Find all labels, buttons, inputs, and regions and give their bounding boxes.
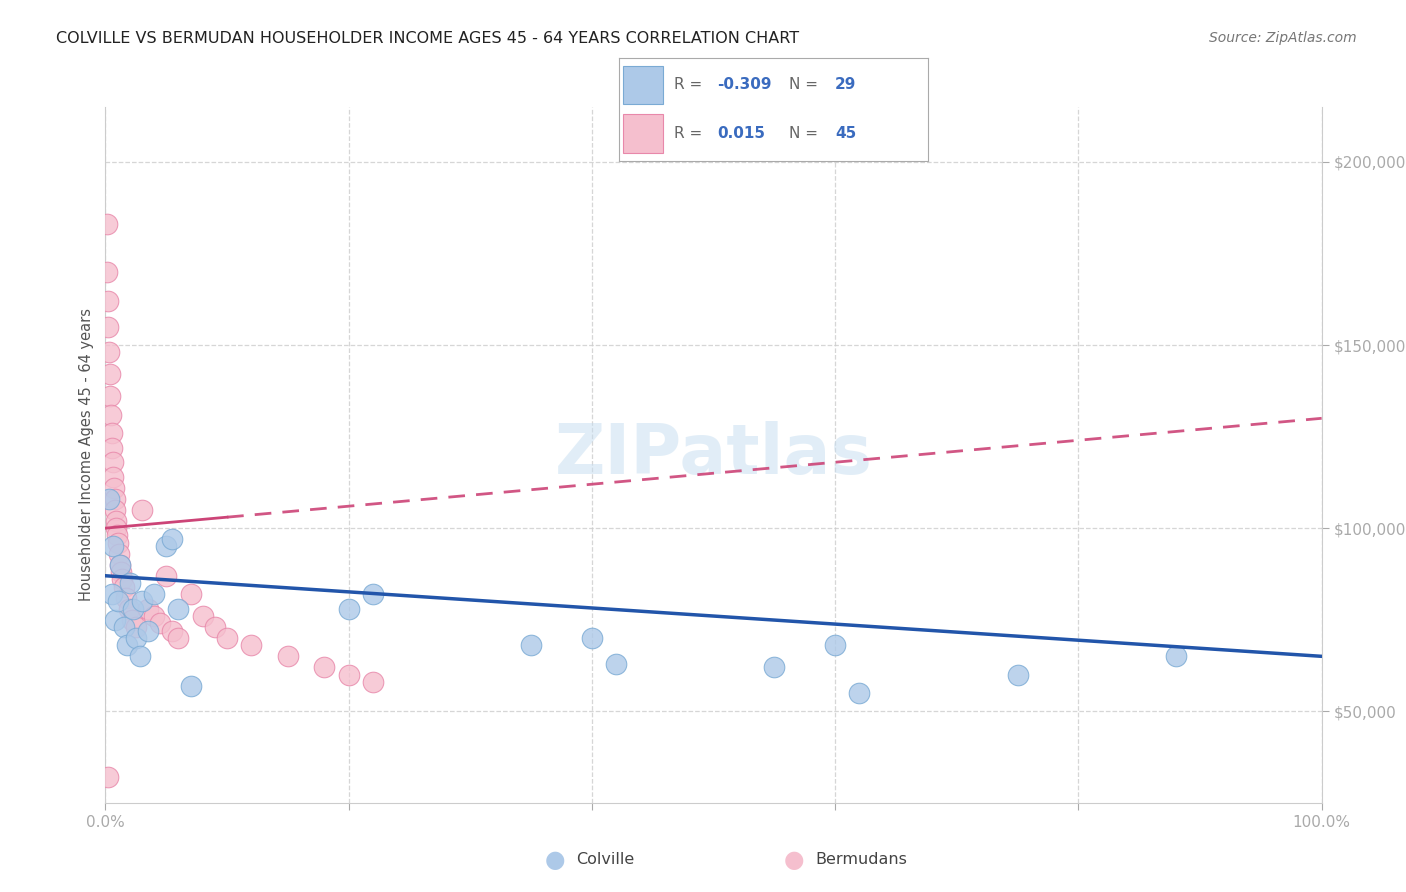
Text: Bermudans: Bermudans xyxy=(815,853,907,867)
Point xyxy=(824,638,846,652)
Text: ●: ● xyxy=(785,848,804,871)
Point xyxy=(107,594,129,608)
Point xyxy=(100,425,122,440)
Point xyxy=(155,540,177,554)
Point xyxy=(143,609,166,624)
Point xyxy=(167,631,190,645)
Point xyxy=(763,660,786,674)
Point xyxy=(108,558,131,572)
Point xyxy=(107,536,129,550)
Point xyxy=(122,601,145,615)
Point xyxy=(104,613,127,627)
Point xyxy=(97,770,120,784)
Point xyxy=(117,601,139,615)
Point xyxy=(98,491,121,506)
Point xyxy=(100,587,122,601)
Point xyxy=(101,455,124,469)
Point xyxy=(1007,667,1029,681)
Bar xyxy=(623,66,664,104)
Text: N =: N = xyxy=(789,77,823,92)
Point xyxy=(136,624,159,638)
Point xyxy=(101,441,124,455)
Text: Colville: Colville xyxy=(576,853,634,867)
Point xyxy=(167,601,190,615)
Text: -0.309: -0.309 xyxy=(717,77,772,92)
Point xyxy=(581,631,603,645)
Point xyxy=(149,616,172,631)
Point xyxy=(180,679,202,693)
Point xyxy=(104,514,127,528)
Point xyxy=(143,587,166,601)
Point xyxy=(111,573,134,587)
Point xyxy=(105,521,128,535)
Point xyxy=(118,576,141,591)
Point xyxy=(125,620,148,634)
Text: 29: 29 xyxy=(835,77,856,92)
Point xyxy=(180,587,202,601)
Point xyxy=(361,675,384,690)
Point xyxy=(101,540,124,554)
Point xyxy=(112,580,135,594)
Point xyxy=(98,389,121,403)
Point xyxy=(103,481,125,495)
Point xyxy=(162,624,184,638)
Point xyxy=(848,686,870,700)
Point xyxy=(105,528,128,542)
Point xyxy=(361,587,384,601)
Bar xyxy=(623,114,664,153)
Y-axis label: Householder Income Ages 45 - 64 years: Householder Income Ages 45 - 64 years xyxy=(79,309,94,601)
Text: N =: N = xyxy=(789,127,823,142)
Point xyxy=(155,568,177,582)
Text: ●: ● xyxy=(546,848,565,871)
Point xyxy=(98,368,121,382)
Point xyxy=(1164,649,1187,664)
Point xyxy=(277,649,299,664)
Point xyxy=(108,558,131,572)
Point xyxy=(96,265,118,279)
Point xyxy=(96,217,118,231)
Point xyxy=(121,613,143,627)
Point xyxy=(240,638,263,652)
Text: 45: 45 xyxy=(835,127,856,142)
Point xyxy=(136,601,159,615)
Point xyxy=(128,649,150,664)
Text: R =: R = xyxy=(675,77,707,92)
Point xyxy=(162,532,184,546)
Point xyxy=(112,620,135,634)
Point xyxy=(131,594,153,608)
Point xyxy=(100,408,122,422)
Point xyxy=(337,667,360,681)
Point xyxy=(97,319,120,334)
Point xyxy=(103,491,125,506)
Point xyxy=(191,609,214,624)
Text: Source: ZipAtlas.com: Source: ZipAtlas.com xyxy=(1209,31,1357,45)
Point xyxy=(110,565,132,579)
Text: ZIPatlas: ZIPatlas xyxy=(554,421,873,489)
Point xyxy=(115,591,138,605)
Point xyxy=(314,660,336,674)
Point xyxy=(117,638,139,652)
Point xyxy=(217,631,239,645)
Text: R =: R = xyxy=(675,127,707,142)
Point xyxy=(97,294,120,309)
Point xyxy=(98,345,121,359)
Text: COLVILLE VS BERMUDAN HOUSEHOLDER INCOME AGES 45 - 64 YEARS CORRELATION CHART: COLVILLE VS BERMUDAN HOUSEHOLDER INCOME … xyxy=(56,31,800,46)
Point xyxy=(605,657,627,671)
Point xyxy=(131,503,153,517)
Point xyxy=(520,638,543,652)
Point xyxy=(337,601,360,615)
Text: 0.015: 0.015 xyxy=(717,127,766,142)
Point xyxy=(204,620,226,634)
Point xyxy=(125,631,148,645)
Point xyxy=(108,547,131,561)
Point xyxy=(103,470,125,484)
Point xyxy=(104,503,127,517)
